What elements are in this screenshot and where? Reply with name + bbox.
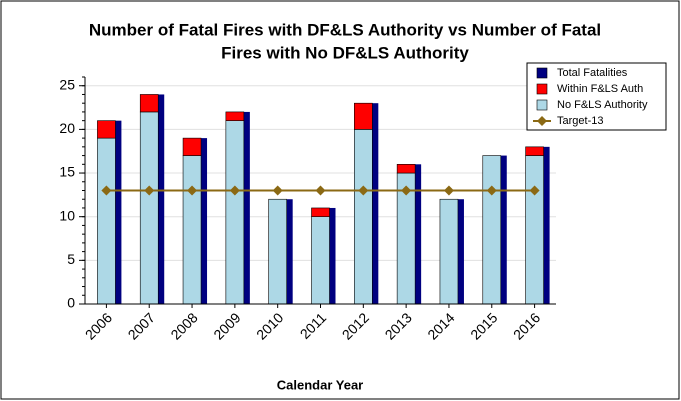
target-marker [358,185,369,196]
legend-label: No F&LS Authority [557,99,648,111]
bar-within-authority [396,164,416,174]
target-marker [187,185,198,196]
bar-no-authority [225,120,245,305]
chart-title: Number of Fatal Fires with DF&LS Authori… [89,20,601,39]
bar-no-authority [139,111,159,305]
legend-swatch [536,99,548,111]
y-tick-label: 15 [59,164,75,180]
bar-no-authority [482,155,502,305]
bar-no-authority [268,198,287,305]
bar-within-authority [182,137,202,156]
y-tick-label: 5 [67,251,75,267]
legend-label: Within F&LS Auth [557,83,643,95]
bar-no-authority [97,137,116,305]
y-tick-label: 20 [59,120,75,136]
target-marker [272,185,283,196]
target-marker [144,185,155,196]
target-marker [101,185,112,196]
legend-swatch [536,83,548,95]
bar-no-authority [354,129,373,305]
y-tick-label: 25 [59,76,75,92]
bar-within-authority [97,120,116,139]
bar-within-authority [225,111,245,121]
bar-within-authority [525,146,544,156]
x-axis-label: Calendar Year [277,377,363,392]
bar-within-authority [139,94,159,113]
chart-title: Fires with No DF&LS Authority [221,43,469,62]
y-tick-label: 0 [67,295,75,311]
legend-label: Target-13 [557,115,603,127]
target-marker [229,185,240,196]
bar-within-authority [354,102,373,130]
bar-no-authority [311,216,330,305]
target-marker [401,185,412,196]
target-marker [443,185,454,196]
bar-no-authority [525,155,544,305]
target-marker [486,185,497,196]
bar-no-authority [439,198,459,305]
legend-marker [537,116,547,126]
bar-within-authority [311,207,330,217]
bar-no-authority [182,155,202,305]
y-tick-label: 10 [59,207,75,223]
target-marker [315,185,326,196]
target-marker [529,185,540,196]
legend-swatch [536,67,548,79]
legend-label: Total Fatalities [557,67,628,79]
legend-box [526,62,667,131]
